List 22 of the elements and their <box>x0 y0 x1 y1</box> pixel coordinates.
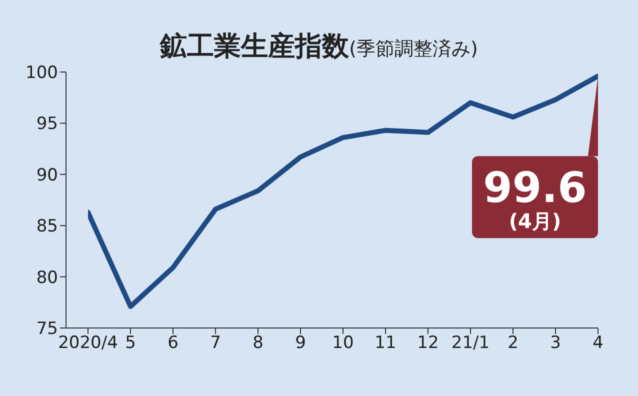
y-tick-label: 90 <box>36 165 58 186</box>
chart-subtitle: (季節調整済み) <box>349 38 478 60</box>
x-tick-label: 21/1 <box>451 333 490 354</box>
x-tick-label: 2 <box>508 333 518 354</box>
x-tick-label: 5 <box>125 333 136 354</box>
y-tick-label: 80 <box>36 268 58 288</box>
y-tick-label: 75 <box>36 319 58 340</box>
y-tick-label: 95 <box>36 114 58 134</box>
x-tick-label: 2020/4 <box>58 333 118 354</box>
x-tick-label: 12 <box>417 333 439 354</box>
chart-title: 鉱工業生産指数 <box>160 31 350 62</box>
x-tick-label: 10 <box>332 333 354 354</box>
y-tick-label: 85 <box>36 216 58 237</box>
x-tick-label: 7 <box>210 333 221 354</box>
x-tick-label: 3 <box>550 333 561 354</box>
x-tick-label: 8 <box>252 333 264 354</box>
annotation: 99.6 (4月) <box>483 163 587 234</box>
x-tick-label: 6 <box>168 333 178 354</box>
y-tick-label: 100 <box>26 63 58 84</box>
x-tick-label: 9 <box>295 333 306 354</box>
x-tick-label: 4 <box>592 333 604 354</box>
x-tick-label: 11 <box>374 333 396 354</box>
